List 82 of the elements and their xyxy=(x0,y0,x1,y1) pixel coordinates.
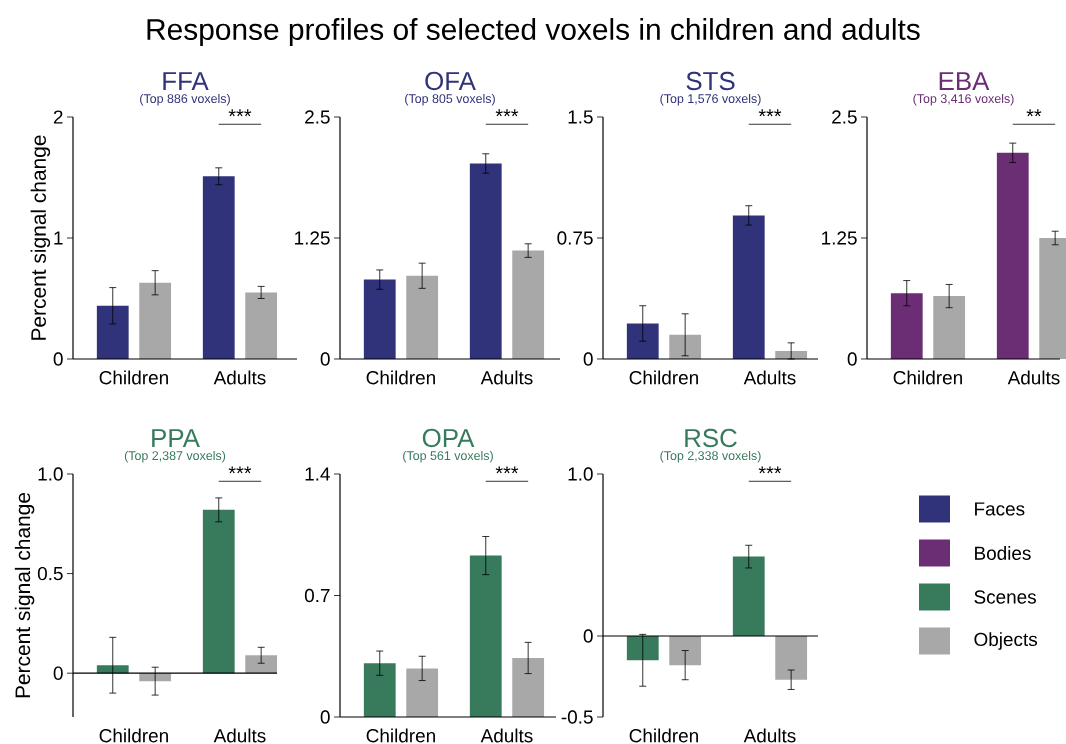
bar xyxy=(363,279,396,359)
chart-title: EBA xyxy=(939,72,990,90)
bar xyxy=(96,305,129,359)
text: Response profiles of selected voxels in children and adults xyxy=(147,18,920,46)
y-tick-label: 1 xyxy=(54,231,63,245)
bar xyxy=(996,152,1029,359)
bar xyxy=(469,555,502,717)
chart-subtitle: (Top 805 voxels) xyxy=(405,93,495,106)
bar xyxy=(406,275,439,359)
y-tick-label: 1.4 xyxy=(305,467,330,481)
y-tick-label: 0 xyxy=(320,710,330,724)
category-label: Faces xyxy=(975,502,1025,516)
y-tick-label: 0.75 xyxy=(557,231,593,245)
x-tick-label: Adults xyxy=(1007,370,1060,385)
x-tick-label: Children xyxy=(629,370,698,385)
category-label: Objects xyxy=(974,632,1038,650)
bar xyxy=(626,323,659,359)
bar xyxy=(469,163,502,359)
y-tick-label: 2.5 xyxy=(832,110,857,124)
y-tick-label: -0.5 xyxy=(561,710,593,724)
chart-title: OPA xyxy=(422,428,475,448)
x-tick-label: Adults xyxy=(743,370,796,385)
chart-title: RSC xyxy=(685,428,737,448)
x-tick-label: Children xyxy=(99,370,168,385)
bar xyxy=(202,509,235,674)
bar xyxy=(512,250,545,359)
y-tick-label: 2.5 xyxy=(305,110,330,124)
bar xyxy=(406,668,439,717)
bar xyxy=(139,282,172,359)
x-tick-label: Adults xyxy=(480,370,533,385)
chart-title: STS xyxy=(686,71,735,91)
y-tick-label: 0.5 xyxy=(37,566,63,581)
chart-subtitle: (Top 886 voxels) xyxy=(140,93,230,106)
chart-subtitle: (Top 561 voxels) xyxy=(403,450,493,463)
y-tick-label: 0 xyxy=(53,666,63,680)
x-tick-label: Adults xyxy=(743,728,796,743)
y-tick-label: 0 xyxy=(53,352,63,366)
y-tick-label: 0.7 xyxy=(304,588,330,603)
chart-title: FFA xyxy=(163,72,209,90)
y-tick-label: 1.25 xyxy=(822,231,857,245)
y-tick-label: 0 xyxy=(847,352,857,366)
x-tick-label: Children xyxy=(629,728,698,743)
bar xyxy=(245,292,278,359)
y-tick-label: 0 xyxy=(320,352,330,366)
y-axis-title: Percent signal change xyxy=(14,492,35,698)
x-tick-label: Children xyxy=(366,370,435,385)
y-tick-label: 1.5 xyxy=(568,110,593,124)
chart-subtitle: (Top 2,338 voxels) xyxy=(660,450,761,463)
x-tick-label: Children xyxy=(893,370,962,385)
text: *** xyxy=(228,466,252,474)
x-tick-label: Children xyxy=(366,728,435,743)
bar xyxy=(202,176,235,359)
chart-subtitle: (Top 2,387 voxels) xyxy=(124,450,226,463)
y-tick-label: 0 xyxy=(583,629,593,643)
category-label: Scenes xyxy=(974,590,1036,604)
text: *** xyxy=(228,109,252,117)
chart-subtitle: (Top 3,416 voxels) xyxy=(913,93,1014,106)
y-tick-label: 1.0 xyxy=(38,467,63,481)
bar xyxy=(890,293,923,359)
x-tick-label: Children xyxy=(99,728,168,743)
bar xyxy=(732,215,765,359)
x-tick-label: Adults xyxy=(213,370,266,385)
text: *** xyxy=(495,109,519,117)
chart-title: PPA xyxy=(152,429,200,447)
bar xyxy=(363,663,396,717)
text: ** xyxy=(1026,109,1042,117)
text: *** xyxy=(758,109,782,117)
chart-title: OFA xyxy=(425,71,476,91)
category-label: Bodies xyxy=(975,546,1031,560)
bar xyxy=(512,657,545,717)
y-tick-label: 0 xyxy=(583,352,593,366)
y-tick-label: 2 xyxy=(53,110,63,124)
chart-subtitle: (Top 1,576 voxels) xyxy=(660,93,761,106)
y-tick-label: 1.0 xyxy=(568,467,593,481)
text: *** xyxy=(758,466,782,474)
x-tick-label: Adults xyxy=(480,728,533,743)
y-tick-label: 1.25 xyxy=(295,231,330,245)
y-axis-title: Percent signal change xyxy=(30,135,51,340)
text: *** xyxy=(495,466,519,474)
bar xyxy=(96,665,129,674)
bar xyxy=(245,655,278,674)
x-tick-label: Adults xyxy=(213,728,266,743)
